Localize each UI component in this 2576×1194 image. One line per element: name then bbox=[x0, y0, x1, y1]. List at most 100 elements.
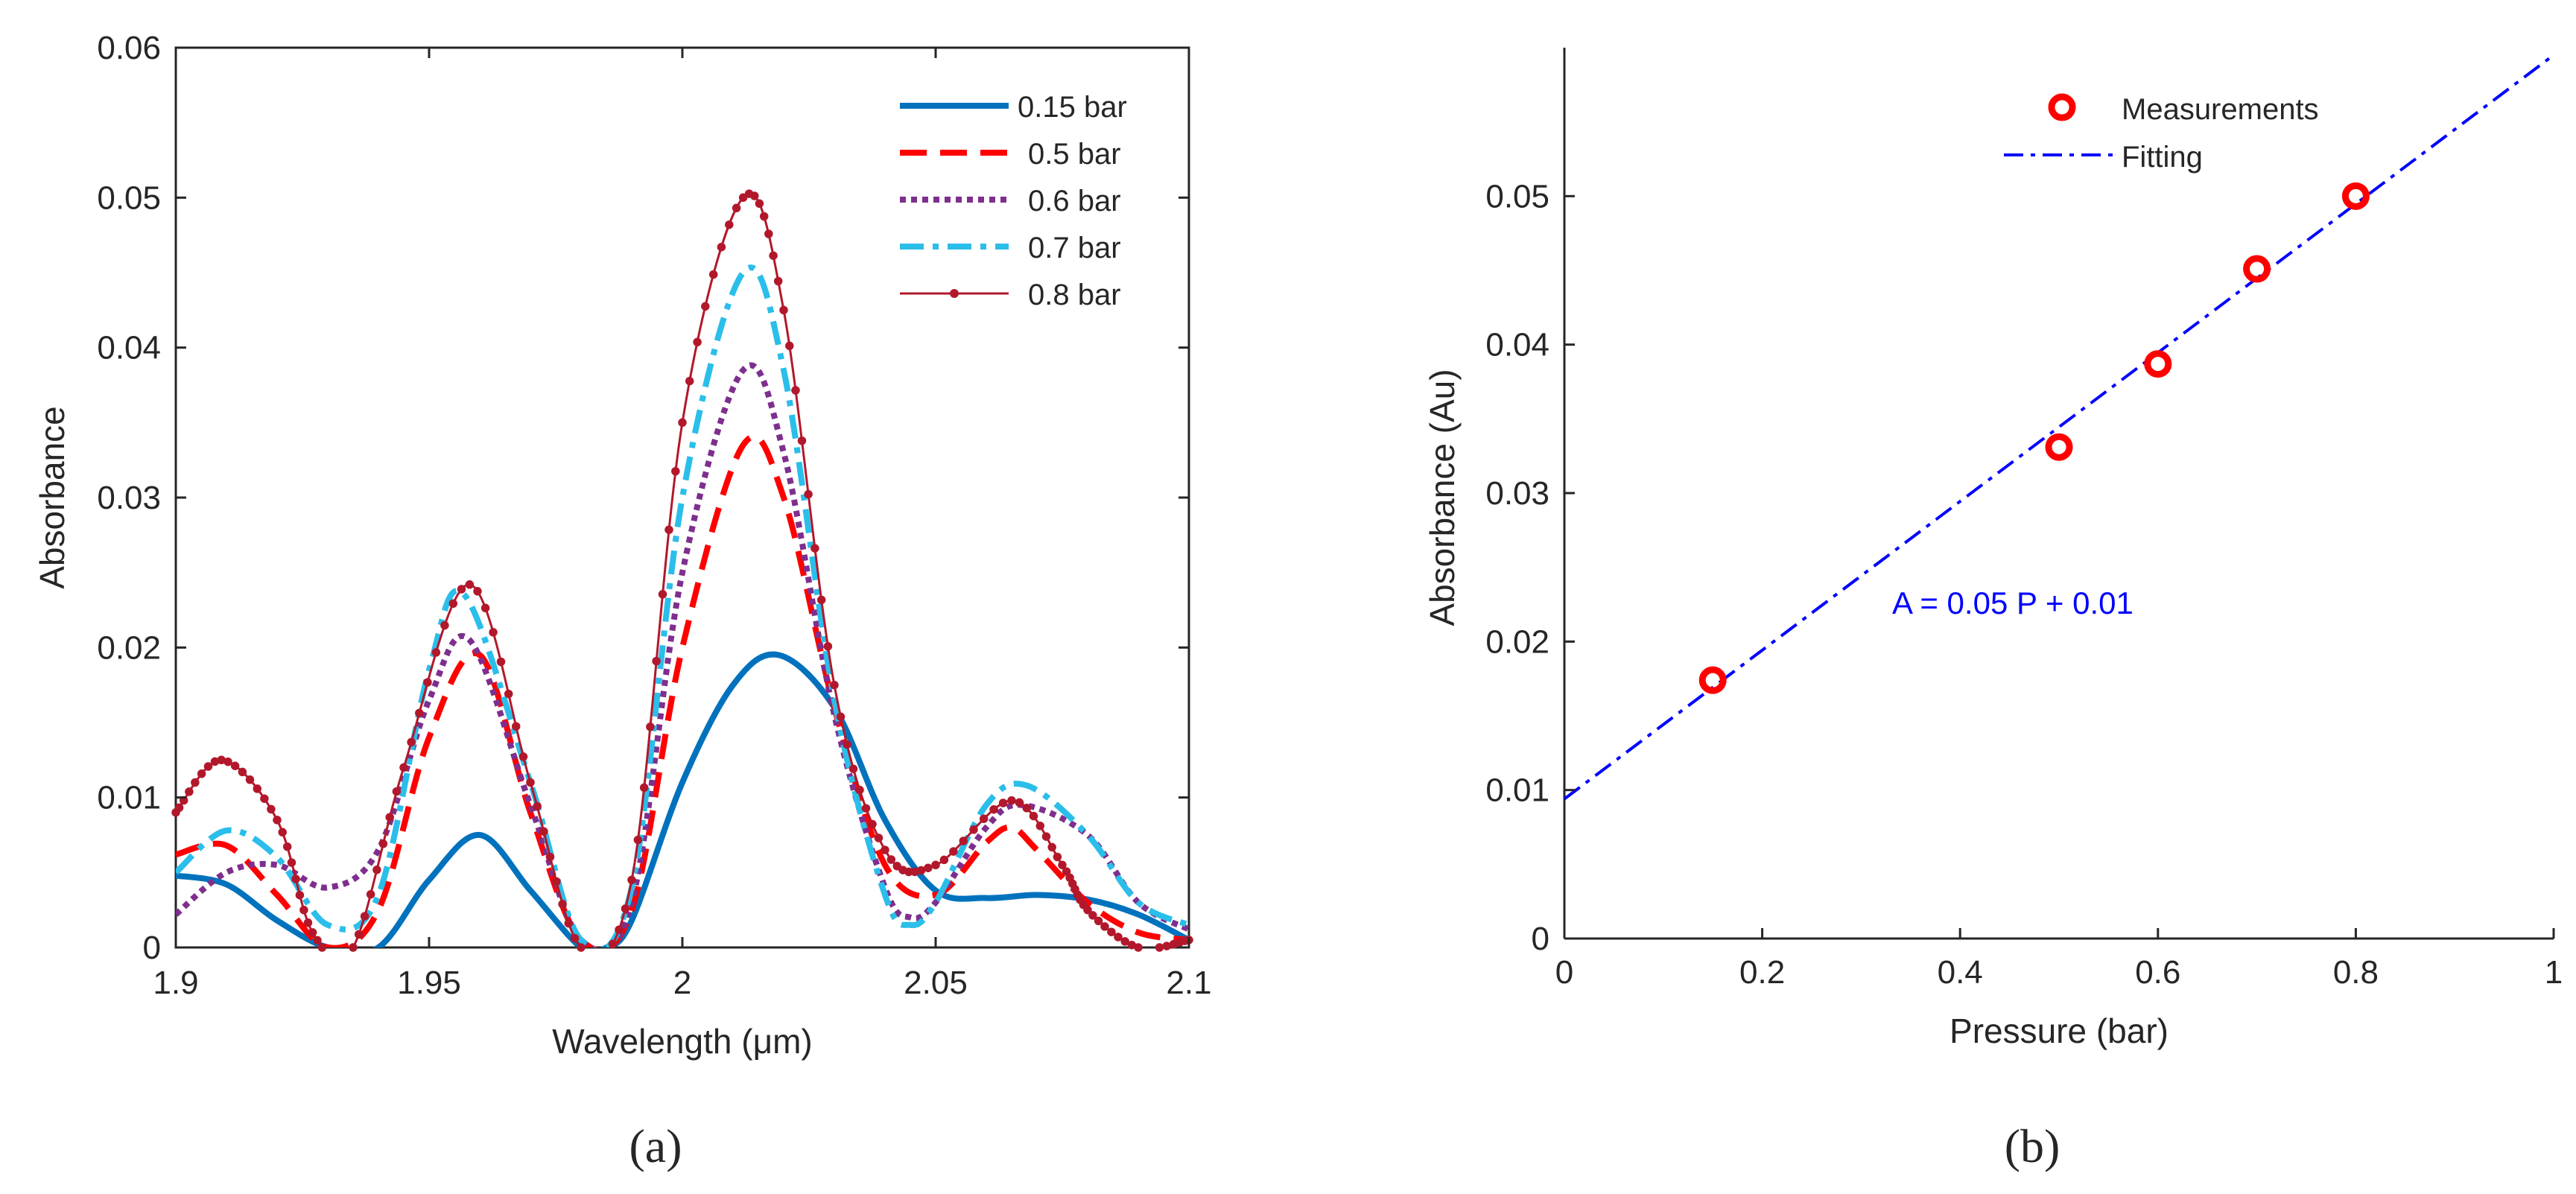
panel-a-series-marker bbox=[627, 875, 636, 885]
panel-a-series-marker bbox=[1155, 943, 1164, 952]
panel-a-series-marker bbox=[399, 763, 408, 772]
panel-b-measurement-point bbox=[2144, 350, 2172, 378]
panel-a-series-marker bbox=[1029, 811, 1038, 821]
panel-a-series-marker bbox=[1015, 798, 1024, 807]
panel-a-series-marker bbox=[489, 628, 498, 637]
panel-a-series-marker bbox=[874, 833, 883, 842]
panel-a-series-marker bbox=[415, 708, 424, 718]
panel-b-series-group bbox=[1563, 54, 2555, 801]
panel-a-series-marker bbox=[843, 740, 851, 749]
panel-a-y-tick-label: 0.01 bbox=[97, 780, 161, 816]
panel-b-measurement-point bbox=[1698, 666, 1727, 694]
panel-a-series-marker bbox=[830, 680, 839, 690]
panel-a-series-marker bbox=[848, 764, 858, 773]
panel-a-series-marker bbox=[924, 863, 933, 872]
panel-a-series-marker bbox=[738, 193, 748, 203]
panel-a-series-marker bbox=[308, 928, 317, 937]
panel-a-series-marker bbox=[1094, 916, 1103, 926]
panel-a-series-marker bbox=[558, 900, 567, 909]
panel-a-series-marker bbox=[998, 798, 1008, 807]
panel-a-series-marker bbox=[1107, 927, 1116, 936]
panel-a-y-tick-label: 0.04 bbox=[97, 330, 161, 366]
panel-a-series-marker bbox=[273, 816, 282, 825]
panel-a-series-marker bbox=[615, 925, 624, 934]
panel-a-series-marker bbox=[545, 852, 555, 862]
panel-a-series-marker bbox=[299, 905, 308, 915]
panel-a-series-marker bbox=[511, 722, 521, 731]
panel-a-series-marker bbox=[797, 436, 807, 445]
panel-b-x-tick-label: 0.6 bbox=[2135, 954, 2180, 991]
panel-a-series-marker bbox=[1041, 832, 1051, 841]
panel-b-y-tick-label: 0.03 bbox=[1485, 475, 1549, 512]
panel-a-series-line bbox=[176, 434, 1189, 947]
panel-a-series-marker bbox=[769, 251, 778, 260]
panel-a-series-marker bbox=[448, 599, 458, 609]
panel-a-series-marker bbox=[664, 525, 673, 534]
panel-a-series-marker bbox=[564, 918, 574, 928]
panel-b-legend-label: Measurements bbox=[2122, 93, 2319, 126]
panel-a-series-marker bbox=[539, 827, 548, 836]
panel-a-series-marker bbox=[366, 889, 375, 899]
panel-a-series-marker bbox=[639, 783, 649, 793]
panel-a-series-marker bbox=[1035, 822, 1045, 831]
panel-a-series-marker bbox=[816, 595, 826, 605]
panel-b-x-tick-label: 0.8 bbox=[2333, 954, 2379, 991]
panel-a-series-marker bbox=[504, 689, 513, 699]
panel-b-x-tick-label: 0 bbox=[1555, 954, 1573, 991]
panel-a-legend-label: 0.15 bar bbox=[1018, 91, 1127, 124]
panel-a-series-marker bbox=[533, 801, 542, 811]
panel-a-series-marker bbox=[931, 860, 940, 870]
panel-a-series-marker bbox=[658, 590, 667, 599]
panel-a-series-marker bbox=[291, 874, 300, 883]
panel-a-series-marker bbox=[1100, 922, 1109, 931]
panel-a-series-marker bbox=[465, 580, 475, 589]
panel-a-x-tick-label: 1.9 bbox=[153, 965, 198, 1001]
panel-a-series-marker bbox=[785, 341, 794, 351]
panel-a-y-tick-label: 0.03 bbox=[97, 480, 161, 516]
panel-a-series-marker bbox=[881, 845, 889, 854]
panel-b-caption: (b) bbox=[2005, 1120, 2061, 1172]
panel-b-measurement-point bbox=[2243, 255, 2271, 283]
panel-a-series-marker bbox=[685, 376, 694, 386]
panel-a-caption: (a) bbox=[629, 1120, 682, 1172]
panel-b-x-ticks: 0 0.2 0.4 0.6 0.8 1 bbox=[1555, 928, 2563, 991]
panel-a-series-marker bbox=[577, 943, 586, 952]
panel-a-series-marker bbox=[633, 835, 643, 845]
panel-a-series-marker bbox=[282, 842, 292, 851]
panel-a-series-marker bbox=[1134, 943, 1143, 952]
panel-a-series-marker bbox=[457, 585, 466, 594]
panel-b-x-tick-label: 0.2 bbox=[1739, 954, 1785, 991]
panel-a-series-marker bbox=[440, 620, 449, 630]
panel-b-x-axis-label: Pressure (bar) bbox=[1950, 1012, 2169, 1050]
panel-a-series-marker bbox=[317, 943, 327, 952]
panel-a-series-marker bbox=[303, 918, 313, 927]
panel-a-series-marker bbox=[1088, 911, 1097, 920]
panel-a-series-marker bbox=[1047, 842, 1056, 852]
panel-a-series-marker bbox=[949, 847, 958, 856]
panel-a-series-marker bbox=[423, 678, 432, 687]
panel-a-series-marker bbox=[868, 819, 877, 829]
panel-a-series-marker bbox=[203, 762, 213, 771]
panel-a-series-marker bbox=[693, 337, 702, 347]
panel-a-legend-label: 0.7 bar bbox=[1028, 232, 1121, 264]
panel-a-series-marker bbox=[267, 804, 276, 814]
panel-b-fit-equation: A = 0.05 P + 0.01 bbox=[1892, 585, 2134, 620]
panel-a-series-marker bbox=[480, 603, 490, 613]
panel-b-legend-label: Fitting bbox=[2122, 141, 2203, 174]
panel-a-series-marker bbox=[750, 191, 759, 200]
panel-a-series-marker bbox=[1022, 804, 1031, 813]
panel-a-series-marker bbox=[678, 418, 687, 428]
panel-a-x-tick-label: 2 bbox=[673, 965, 691, 1001]
panel-b-legend-marker bbox=[2048, 93, 2076, 121]
panel-a-series-marker bbox=[287, 858, 296, 867]
panel-b-y-ticks: 0 0.01 0.02 0.03 0.04 0.05 bbox=[1485, 178, 1575, 957]
panel-a-series-marker bbox=[701, 302, 710, 311]
panel-a-chart: 1.9 1.95 2 2.05 2.1 0 0.01 0.02 0.03 0.04 0.05 0.0… bbox=[33, 30, 1212, 1172]
panel-b-y-tick-label: 0.04 bbox=[1485, 327, 1549, 363]
panel-a-series-marker bbox=[526, 778, 535, 787]
panel-a-series-marker bbox=[791, 386, 800, 395]
panel-a-x-tick-label: 2.1 bbox=[1166, 965, 1211, 1001]
panel-b-fit-line bbox=[1563, 54, 2555, 801]
panel-a-series-marker bbox=[608, 939, 618, 949]
